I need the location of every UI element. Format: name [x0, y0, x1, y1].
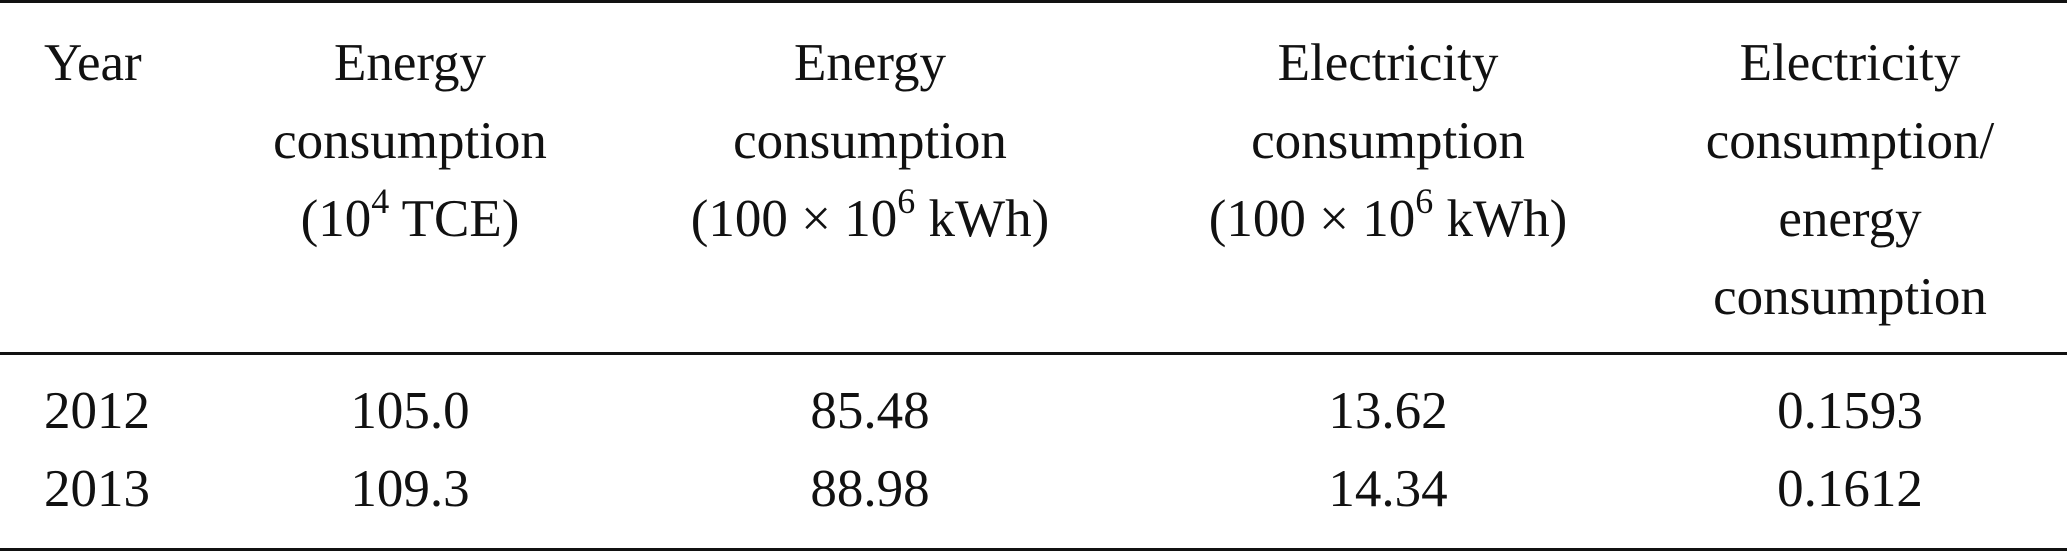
- top-rule: [0, 0, 2067, 3]
- header-electricity-kwh-line-2: consumption: [1251, 112, 1525, 170]
- header-ratio-line-1: Electricity: [1739, 34, 1961, 92]
- header-energy-kwh-line-1: Energy: [793, 34, 947, 92]
- table-header-row: Year Energy consumption (104 TCE) Energy…: [0, 24, 2067, 344]
- cell-year: 2013: [44, 460, 150, 518]
- unit-prefix: (100 × 10: [690, 190, 898, 248]
- bottom-rule: [0, 548, 2067, 551]
- header-electricity-kwh: Electricity consumption (100 × 106 kWh): [1138, 24, 1638, 258]
- unit-prefix: (100 × 10: [1208, 190, 1416, 248]
- unit-exponent: 6: [1415, 181, 1434, 222]
- unit-prefix: (10: [300, 190, 372, 248]
- header-electricity-kwh-line-1: Electricity: [1277, 34, 1499, 92]
- header-energy-tce-unit: (104 TCE): [220, 180, 600, 258]
- header-energy-kwh: Energy consumption (100 × 106 kWh): [630, 24, 1110, 258]
- cell-electricity-kwh: 14.34: [1328, 460, 1448, 518]
- header-rule: [0, 352, 2067, 355]
- header-ratio-line-2: consumption/: [1705, 112, 1995, 170]
- table-row: 2013 109.3 88.98 14.34 0.1612: [0, 456, 2067, 522]
- header-electricity-kwh-unit: (100 × 106 kWh): [1138, 180, 1638, 258]
- cell-ratio: 0.1593: [1777, 382, 1923, 440]
- header-ratio-line-4: consumption: [1713, 268, 1987, 326]
- table-row: 2012 105.0 85.48 13.62 0.1593: [0, 378, 2067, 444]
- header-energy-kwh-line-2: consumption: [733, 112, 1007, 170]
- header-year-line-1: Year: [44, 34, 142, 92]
- unit-exponent: 4: [371, 181, 390, 222]
- header-year: Year: [44, 24, 164, 102]
- cell-energy-kwh: 88.98: [810, 460, 930, 518]
- header-ratio: Electricity consumption/ energy consumpt…: [1660, 24, 2040, 336]
- header-energy-kwh-unit: (100 × 106 kWh): [630, 180, 1110, 258]
- cell-year: 2012: [44, 382, 150, 440]
- unit-exponent: 6: [897, 181, 916, 222]
- unit-suffix: kWh): [1433, 190, 1568, 248]
- cell-electricity-kwh: 13.62: [1328, 382, 1448, 440]
- cell-energy-tce: 105.0: [350, 382, 470, 440]
- unit-suffix: kWh): [915, 190, 1050, 248]
- cell-energy-tce: 109.3: [350, 460, 470, 518]
- header-energy-tce: Energy consumption (104 TCE): [220, 24, 600, 258]
- header-ratio-line-3: energy: [1778, 190, 1922, 248]
- header-energy-tce-line-1: Energy: [333, 34, 487, 92]
- header-energy-tce-line-2: consumption: [273, 112, 547, 170]
- cell-energy-kwh: 85.48: [810, 382, 930, 440]
- cell-ratio: 0.1612: [1777, 460, 1923, 518]
- unit-suffix: TCE): [389, 190, 520, 248]
